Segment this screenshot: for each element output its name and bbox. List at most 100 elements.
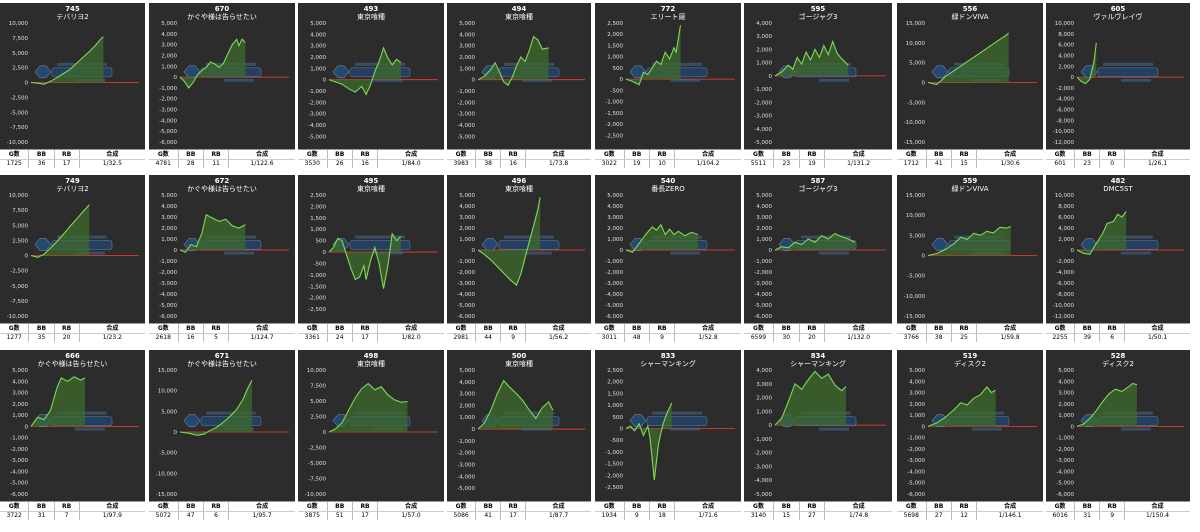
y-tick-label: -3,000: [457, 112, 475, 118]
stat-value-g: 3022: [595, 159, 625, 168]
slump-graph: 5,000 4,000 3,000 2,000 1,000 0 -1,000 -2,000 -3…: [308, 21, 438, 140]
y-tick-label: 1,000: [607, 403, 623, 409]
stat-header-g: G数: [1046, 324, 1076, 334]
stat-value-rb: 5: [203, 333, 230, 342]
stats-table: G数 BB RB 合成 1277 35 20 1/23.2: [0, 323, 145, 342]
y-tick-label: -6,000: [159, 140, 177, 146]
stat-value-gs: 1/23.2: [102, 334, 122, 342]
slump-area: [31, 376, 85, 427]
slump-graph: 5,000 4,000 3,000 2,000 1,000 0 -1,000 -2,000 -3…: [457, 368, 585, 492]
y-tick-label: -3,000: [159, 281, 177, 287]
stat-value-gs: 1/150.4: [1146, 512, 1170, 520]
slump-line: [30, 376, 86, 427]
machine-chart-panel: 834 シャーマンキング 4,000 3,000 2,000 1,000 0 -1,000 -2…: [744, 350, 892, 520]
y-tick-label: -5,000: [159, 303, 177, 309]
machine-name: DMC5ST: [1103, 185, 1133, 193]
machine-chart-panel: 500 東京喰種 5,000 4,000 3,000 2,000 1,000 0 -1,000 -…: [447, 350, 591, 520]
y-tick-label: 7,500: [12, 36, 28, 42]
y-tick-label: 2,500: [12, 66, 28, 72]
stat-value-gs: 1/56.2: [548, 334, 569, 342]
machine-name: 緑ドンVIVA: [951, 185, 989, 193]
stat-value-gs: 1/146.1: [998, 512, 1022, 520]
stat-value-bb: 31: [28, 511, 55, 520]
y-tick-label: 1,500: [607, 391, 623, 397]
y-tick-label: 5,000: [756, 193, 772, 199]
stat-header-rb: RB: [649, 324, 676, 334]
y-tick-label: 1,000: [161, 64, 177, 70]
y-tick-label: -7,500: [10, 299, 28, 305]
y-tick-label: 10,000: [906, 41, 926, 47]
y-tick-label: -10,000: [7, 314, 29, 320]
y-tick-label: -6,000: [605, 314, 623, 320]
y-tick-label: -4,000: [1056, 469, 1074, 475]
stat-header-bb: BB: [475, 150, 502, 160]
machine-name: 東京喰種: [505, 13, 533, 21]
machine-number: 482: [1110, 177, 1126, 185]
y-tick-label: -1,000: [457, 259, 475, 265]
stat-value-bb: 47: [178, 511, 204, 520]
y-tick-label: -2,000: [457, 451, 475, 457]
y-tick-label: 1,000: [12, 413, 28, 419]
machine-number: 493: [363, 5, 379, 13]
stat-header-rb: RB: [203, 502, 230, 512]
y-tick-label: -10,000: [1053, 303, 1075, 309]
y-tick-label: -1,000: [754, 259, 772, 265]
stat-header-gs: 合成: [377, 502, 444, 512]
y-tick-label: -5,000: [457, 486, 475, 492]
slump-area: [626, 25, 681, 85]
y-tick-label: -6,000: [1056, 108, 1074, 114]
slump-area: [329, 233, 401, 289]
machine-chart-panel: 540 番長ZERO 5,000 4,000 3,000 2,000 1,000 0 -1,00…: [595, 175, 741, 342]
y-tick-label: 2,000: [161, 226, 177, 232]
y-tick-label: 0: [323, 430, 327, 436]
slump-graph: 5,000 4,000 3,000 2,000 1,000 0 -1,000 -2,000 -3…: [1056, 368, 1184, 498]
y-tick-label: -2,500: [605, 133, 623, 139]
stats-table: G数 BB RB 合成 6016 31 9 1/150.4: [1046, 501, 1190, 520]
stat-header-gs: 合成: [976, 324, 1043, 334]
slump-line: [477, 379, 554, 430]
stat-header-rb: RB: [1099, 324, 1126, 334]
stat-header-g: G数: [744, 502, 774, 512]
stat-value-g: 2981: [447, 333, 477, 342]
machine-chart-panel: 495 東京喰種 2,500 2,000 1,500 1,000 500 0 -500 -1,00…: [298, 175, 444, 342]
y-tick-label: -2,500: [10, 95, 28, 101]
machine-chart-panel: 482 DMC5ST 10,000 8,000 6,000 4,000 2,000 0 -2,0…: [1046, 175, 1190, 342]
slump-line: [179, 213, 246, 253]
y-tick-label: -4,000: [457, 292, 475, 298]
y-tick-label: 0: [922, 424, 926, 430]
y-tick-label: 10,000: [158, 389, 178, 395]
stat-value-g: 2255: [1046, 333, 1076, 342]
machine-chart-panel: 559 緑ドンVIVA 15,000 10,000 5,000 0 -5,000 -10,00…: [897, 175, 1043, 342]
y-tick-label: 1,500: [607, 43, 623, 49]
y-tick-label: -4,000: [457, 123, 475, 129]
stat-header-rb: RB: [500, 324, 527, 334]
stat-value-rb: 9: [1099, 511, 1126, 520]
machine-number: 833: [660, 352, 676, 360]
stat-header-bb: BB: [475, 324, 502, 334]
stat-header-bb: BB: [624, 150, 650, 160]
stat-value-gs: 1/50.1: [1147, 334, 1168, 342]
stat-header-gs: 合成: [525, 502, 591, 512]
y-tick-label: 0: [769, 74, 773, 80]
stat-value-rb: 20: [54, 333, 80, 342]
slump-area: [1077, 211, 1127, 255]
y-tick-label: -2,000: [10, 447, 28, 453]
machine-number: 605: [1110, 5, 1126, 13]
y-tick-label: 3,000: [459, 392, 475, 398]
y-tick-label: 1,000: [459, 415, 475, 421]
y-tick-label: 2,000: [1058, 402, 1074, 408]
y-tick-label: 0: [323, 250, 327, 256]
slump-area: [329, 47, 401, 95]
y-tick-label: 1,500: [310, 216, 326, 222]
y-tick-label: 2,000: [607, 32, 623, 38]
stat-header-bb: BB: [28, 324, 55, 334]
stat-value-g: 1725: [0, 159, 30, 168]
y-tick-label: 5,000: [310, 399, 326, 405]
y-tick-label: -4,000: [1056, 270, 1074, 276]
stat-value-gs: 1/122.6: [250, 160, 274, 168]
stat-value-bb: 41: [926, 159, 952, 168]
stat-value-bb: 35: [28, 333, 55, 342]
stats-table: G数 BB RB 合成 3011 48 9 1/52.8: [595, 323, 741, 342]
stat-value-rb: 0: [1099, 159, 1126, 168]
stat-value-gs: 1/84.0: [401, 160, 421, 168]
